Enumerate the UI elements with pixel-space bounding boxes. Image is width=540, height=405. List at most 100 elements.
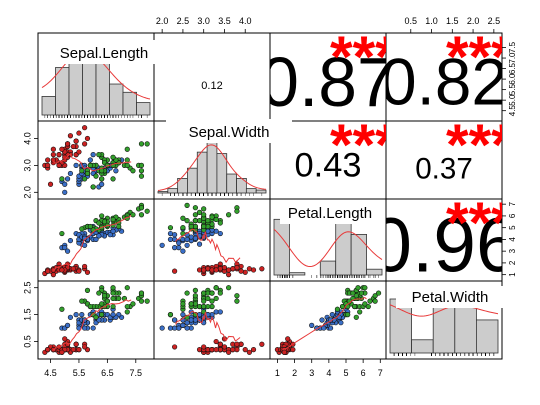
point-versicolor-48 bbox=[64, 176, 71, 182]
point-setosa-31 bbox=[217, 341, 223, 347]
point-virginica-29 bbox=[124, 162, 130, 168]
point-versicolor-29 bbox=[184, 242, 190, 248]
tick-label-left-3-2: 2.5 bbox=[22, 281, 32, 294]
point-versicolor-17 bbox=[327, 325, 334, 331]
point-virginica-19 bbox=[167, 225, 174, 231]
point-virginica-31 bbox=[144, 298, 150, 304]
point-versicolor-35 bbox=[217, 309, 223, 315]
point-virginica-46 bbox=[180, 301, 186, 307]
point-virginica-14 bbox=[84, 287, 91, 293]
point-virginica-35 bbox=[138, 162, 145, 168]
point-setosa-16 bbox=[73, 138, 79, 144]
scatter-panel-2-0 bbox=[42, 202, 150, 278]
panel-border-3-3 bbox=[385, 280, 503, 360]
point-virginica-9 bbox=[124, 285, 130, 291]
tick-label-right-2-1: 2 bbox=[508, 260, 517, 265]
point-virginica-49 bbox=[87, 303, 93, 310]
point-versicolor-10 bbox=[159, 242, 165, 248]
point-setosa-18 bbox=[82, 344, 88, 350]
point-setosa-6 bbox=[50, 152, 56, 158]
point-versicolor-9 bbox=[67, 314, 74, 320]
hist-bar-2-4 bbox=[335, 216, 352, 276]
point-versicolor-12 bbox=[90, 325, 96, 331]
point-virginica-30 bbox=[130, 212, 136, 218]
point-setosa-32 bbox=[246, 349, 252, 355]
point-versicolor-26 bbox=[113, 168, 119, 174]
point-setosa-36 bbox=[76, 347, 82, 353]
point-versicolor-16 bbox=[79, 312, 85, 318]
point-setosa-23 bbox=[213, 338, 219, 345]
point-setosa-40 bbox=[172, 344, 178, 350]
point-virginica-34 bbox=[93, 314, 99, 320]
point-setosa-37 bbox=[45, 162, 51, 168]
hist-bar-0-0 bbox=[41, 96, 56, 116]
point-setosa-48 bbox=[213, 267, 219, 273]
correlation-value-0-2: 0.87 bbox=[260, 43, 395, 121]
correlation-panel-0-3: 0.82*** bbox=[386, 33, 502, 119]
axis-bottom-0: 4.5 5.5 6.5 7.5 bbox=[44, 359, 142, 378]
point-virginica-44 bbox=[213, 285, 219, 291]
point-versicolor-48 bbox=[180, 322, 186, 328]
hist-bar-0-4 bbox=[95, 62, 110, 116]
point-virginica-18 bbox=[375, 290, 382, 296]
point-versicolor-48 bbox=[309, 322, 315, 328]
tick-label-top-3-3: 2.0 bbox=[467, 16, 480, 26]
point-versicolor-47 bbox=[96, 233, 102, 239]
point-setosa-47 bbox=[70, 347, 76, 353]
point-versicolor-31 bbox=[176, 240, 182, 246]
point-virginica-45 bbox=[110, 290, 116, 296]
point-versicolor-42 bbox=[184, 236, 190, 243]
point-virginica-24 bbox=[110, 295, 116, 302]
point-virginica-42 bbox=[84, 170, 91, 177]
point-versicolor-12 bbox=[167, 236, 174, 243]
point-virginica-42 bbox=[188, 301, 194, 307]
point-virginica-25 bbox=[124, 157, 130, 163]
tick-label-right-0-4: 6.5 bbox=[508, 62, 517, 74]
correlation-panel-0-2: 0.87*** bbox=[260, 25, 398, 121]
density-curve-2 bbox=[273, 228, 383, 268]
point-virginica-48 bbox=[350, 290, 356, 296]
density-curve-3 bbox=[389, 304, 499, 317]
point-virginica-30 bbox=[192, 212, 198, 218]
point-versicolor-34 bbox=[73, 162, 79, 168]
significance-stars-1-2: *** bbox=[330, 113, 398, 178]
point-virginica-31 bbox=[144, 208, 150, 214]
point-virginica-39 bbox=[205, 295, 211, 302]
trend-line-2-1 bbox=[175, 228, 241, 264]
point-versicolor-43 bbox=[172, 325, 178, 331]
point-setosa-18 bbox=[82, 263, 88, 270]
point-setosa-18 bbox=[82, 141, 88, 147]
tick-label-right-0-2: 5.5 bbox=[508, 84, 517, 96]
hist-bar-1-3 bbox=[187, 167, 198, 194]
point-virginica-6 bbox=[59, 230, 65, 237]
tick-label-right-0-0: 4.5 bbox=[508, 105, 517, 117]
point-versicolor-35 bbox=[90, 152, 96, 158]
point-virginica-32 bbox=[192, 293, 198, 299]
point-virginica-31 bbox=[367, 298, 373, 304]
point-versicolor-21 bbox=[93, 236, 99, 243]
point-virginica-48 bbox=[217, 290, 223, 296]
point-virginica-39 bbox=[116, 295, 122, 302]
point-virginica-33 bbox=[99, 312, 105, 318]
point-virginica-46 bbox=[99, 301, 105, 307]
point-setosa-36 bbox=[76, 149, 82, 155]
point-versicolor-22 bbox=[180, 312, 186, 318]
variable-label-bg-3 bbox=[396, 286, 504, 308]
point-setosa-49 bbox=[59, 146, 65, 152]
panel-border-0-1 bbox=[153, 32, 271, 122]
tick-label-bottom-2-4: 5 bbox=[343, 368, 348, 378]
significance-stars-0-2: *** bbox=[330, 25, 398, 90]
tick-label-top-1-1: 2.5 bbox=[177, 16, 190, 26]
hist-bar-1-10 bbox=[255, 189, 267, 194]
tick-label-right-2-4: 5 bbox=[508, 225, 517, 230]
point-virginica-41 bbox=[116, 223, 122, 230]
tick-label-bottom-2-0: 1 bbox=[275, 368, 280, 378]
point-setosa-44 bbox=[56, 162, 62, 168]
point-versicolor-14 bbox=[319, 317, 325, 323]
point-versicolor-10 bbox=[62, 189, 68, 195]
point-virginica-49 bbox=[201, 303, 207, 310]
point-virginica-48 bbox=[96, 152, 102, 158]
axis-top-1: 2.0 2.5 3.0 3.5 4.0 bbox=[156, 16, 251, 33]
hist-bar-1-7 bbox=[226, 173, 237, 194]
axis-left-3: 0.5 1.5 2.5 bbox=[22, 281, 38, 348]
